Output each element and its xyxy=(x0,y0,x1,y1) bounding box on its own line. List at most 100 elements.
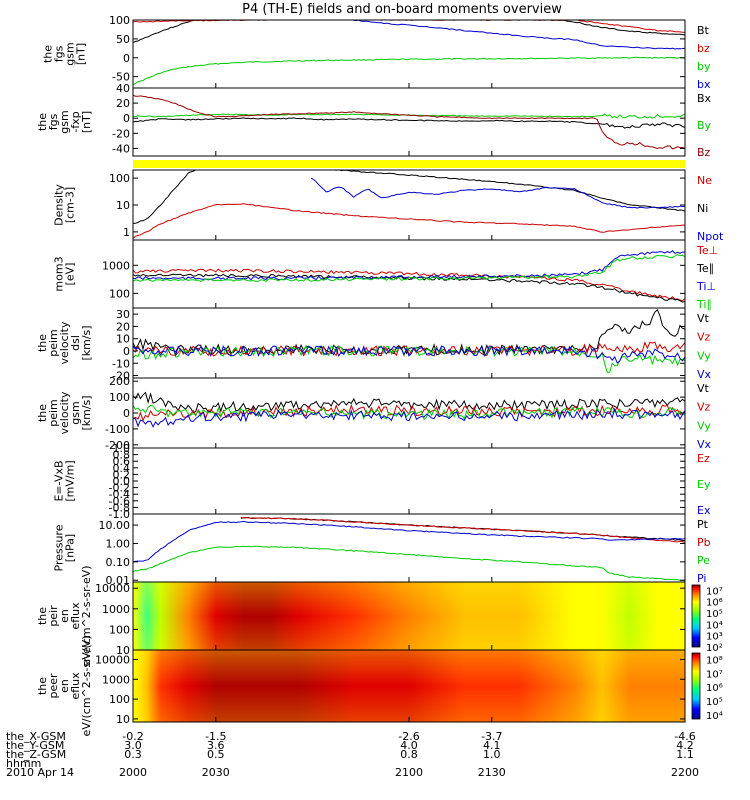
legend-label: Vz xyxy=(697,401,711,414)
panel-4: Te⊥ Te∥ Ti⊥ Ti∥ 1000 100 mom3[eV] xyxy=(53,239,718,311)
coord-value: 0.3 xyxy=(124,748,142,761)
series-line-Vx xyxy=(133,407,685,428)
series-line-Vy xyxy=(133,404,685,421)
y-tick-label: -1.0 xyxy=(109,508,130,521)
series-line-Te∥ xyxy=(133,273,685,303)
colorbar-tick-label: 10⁵ xyxy=(706,609,723,620)
coord-value: 3.6 xyxy=(207,739,225,752)
y-axis-label: thefgsgsm-fxp[nT] xyxy=(36,110,93,133)
y-tick-label: 100 xyxy=(109,172,130,185)
coord-row-name: the_X-GSM xyxy=(6,730,66,743)
colorbar-tick-label: 10³ xyxy=(706,632,723,643)
coord-value: 2000 xyxy=(119,766,147,779)
y-tick-label: 0.01 xyxy=(106,574,131,587)
legend-label: Vy xyxy=(697,419,711,432)
y-tick-label: 0.0 xyxy=(113,475,131,488)
x-axis-labels: the_X-GSM -0.2 -1.5 -2.6 -3.7 -4.6 the_Y-GSM 3.… xyxy=(6,730,699,779)
y-tick-label: 0 xyxy=(123,52,130,65)
series-line-Ne xyxy=(133,203,685,239)
y-tick-label: 100 xyxy=(109,287,130,300)
legend-label: Vx xyxy=(697,438,712,451)
panel-3: Ne Ni Npot 100 10 1 Density[cm-3] xyxy=(53,169,724,243)
coord-value: -2.6 xyxy=(398,730,419,743)
legend-label: Pi xyxy=(697,572,706,585)
legend-label: Te⊥ xyxy=(696,244,718,257)
series-line-Bz xyxy=(133,94,685,150)
y-tick-label: 1 xyxy=(123,226,130,239)
legend-label: Pt xyxy=(697,518,709,531)
series-line-bz xyxy=(133,20,685,33)
series-line-Vx xyxy=(133,345,685,364)
colorbar-tick-label: 10⁶ xyxy=(706,598,723,609)
series-line-Vy xyxy=(133,345,685,373)
y-tick-label: 0 xyxy=(123,407,130,420)
panel-frame xyxy=(132,447,686,515)
legend-label: Ex xyxy=(697,504,711,517)
panel-2: Bx By Bz 40 20 0 -20 -40 thefgsgsm-fxp[nT] xyxy=(36,82,712,159)
y-axis-label: thepeimvelocitydsl[km/s] xyxy=(36,321,93,364)
coord-row-name: hhmm xyxy=(6,757,41,770)
coord-value: 1.0 xyxy=(483,748,501,761)
coord-value: 0.8 xyxy=(400,748,418,761)
legend-label: Pb xyxy=(697,536,711,549)
legend-label: Vt xyxy=(697,312,710,325)
coord-value: 4.0 xyxy=(400,739,418,752)
y-tick-label: -40 xyxy=(112,142,130,155)
y-axis-label: thepeimvelocitygsm[km/s] xyxy=(36,391,93,434)
coord-value: -1.5 xyxy=(205,730,226,743)
coord-value: 1.1 xyxy=(676,748,694,761)
y-tick-label: 20 xyxy=(116,97,130,110)
colorbar-tick-label: 10⁵ xyxy=(706,697,723,708)
series-line-Bx xyxy=(133,117,685,129)
panel-frame xyxy=(132,307,686,379)
y-tick-label: -20 xyxy=(112,370,130,383)
legend-label: By xyxy=(697,119,712,132)
y-tick-label: 100 xyxy=(109,391,130,404)
panel-10: 10⁸ 10⁷ 10⁶ 10⁵ 10⁴ 10000 1000 100 10 thepeerenef… xyxy=(36,635,723,736)
legend-label: Vz xyxy=(697,331,711,344)
y-axis-label: thepeerenefluxeV/(cm^2-s-sr-eV) xyxy=(36,635,93,736)
coord-value: -3.7 xyxy=(481,730,502,743)
y-tick-label: 0.6 xyxy=(113,455,131,468)
coord-value: 2100 xyxy=(395,766,423,779)
y-tick-label: 50 xyxy=(116,33,130,46)
coord-value: 0.5 xyxy=(207,748,225,761)
legend-label: Npot xyxy=(697,230,724,243)
y-axis-label: E=-VxB[mV/m] xyxy=(53,460,77,501)
y-tick-label: 1.00 xyxy=(106,537,131,550)
legend-label: Ti⊥ xyxy=(696,280,716,293)
y-tick-label: 20 xyxy=(116,320,130,333)
colorbar-tick-label: 10² xyxy=(706,643,723,654)
y-tick-label: -50 xyxy=(112,71,130,84)
y-axis-label: thefgsgsm[nT] xyxy=(42,42,88,65)
legend-label: Vy xyxy=(697,349,711,362)
series-line-Pe xyxy=(133,545,685,582)
legend-label: Bt xyxy=(697,24,710,37)
y-tick-label: 0.2 xyxy=(113,468,131,481)
y-tick-label: -0.6 xyxy=(109,495,130,508)
legend-label: Pe xyxy=(697,554,710,567)
y-tick-label: -10 xyxy=(112,357,130,370)
series-line-bx xyxy=(351,20,685,50)
legend-label: Ey xyxy=(697,478,711,491)
panel-frame xyxy=(132,19,686,89)
coord-value: 3.0 xyxy=(124,739,142,752)
y-tick-label: -100 xyxy=(105,423,130,436)
y-tick-label: 1000 xyxy=(102,259,130,272)
y-axis-label: Density[cm-3] xyxy=(53,184,77,226)
colorbar-tick-label: 10⁷ xyxy=(706,586,723,597)
y-tick-label: 10 xyxy=(116,333,130,346)
legend-label: Ni xyxy=(697,202,708,215)
y-axis-label: mom3[eV] xyxy=(53,256,77,291)
coord-value: 2030 xyxy=(202,766,230,779)
coord-row-name: the_Y-GSM xyxy=(6,739,64,752)
y-tick-label: 40 xyxy=(116,82,130,95)
panel-1: Bt bz by bx 100 50 0 -50 thefgsgsm[nT] xyxy=(42,14,711,91)
series-line-Npot xyxy=(310,177,685,209)
colorbar-tick-label: 10⁶ xyxy=(706,683,723,694)
y-tick-label: 30 xyxy=(116,308,130,321)
